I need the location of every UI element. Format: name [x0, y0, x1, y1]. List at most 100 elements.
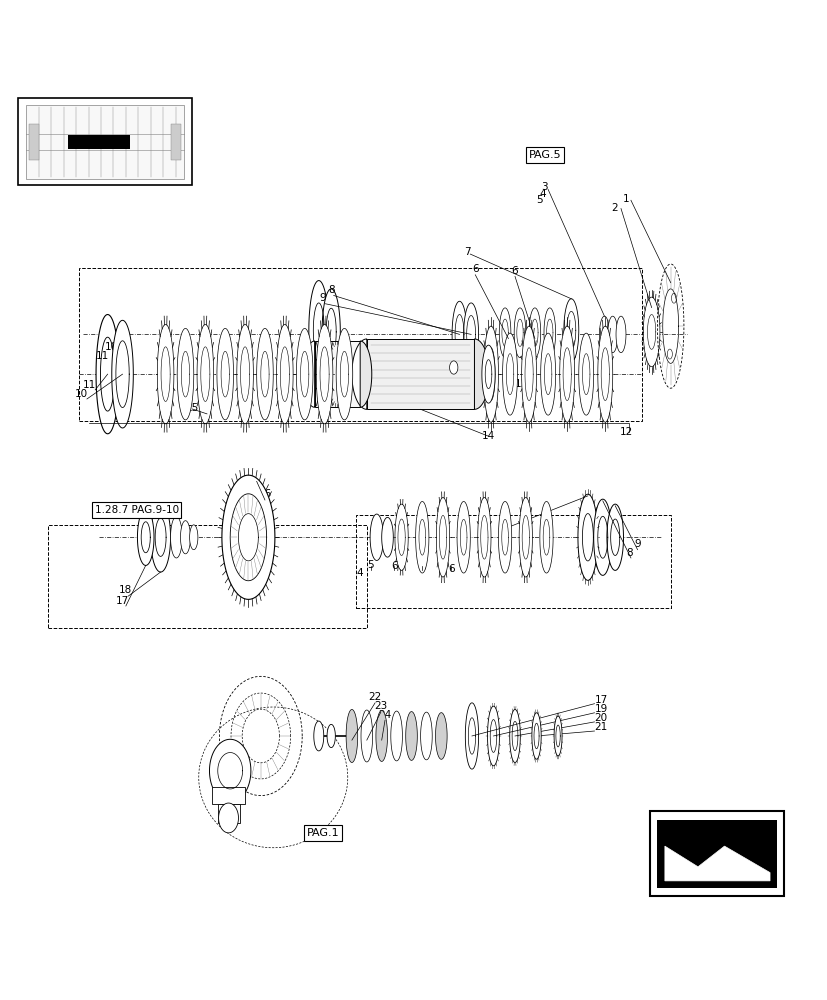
Polygon shape [370, 514, 383, 560]
Polygon shape [112, 320, 133, 428]
Polygon shape [671, 293, 676, 303]
Polygon shape [405, 712, 417, 760]
Polygon shape [361, 710, 372, 762]
Polygon shape [170, 517, 182, 558]
Polygon shape [559, 326, 574, 422]
Polygon shape [276, 324, 293, 424]
Polygon shape [256, 328, 273, 420]
Text: 22: 22 [368, 692, 381, 702]
Polygon shape [346, 709, 357, 762]
Text: 6: 6 [511, 266, 518, 276]
Text: 1.28.7 PAG.9-10: 1.28.7 PAG.9-10 [94, 505, 179, 515]
Polygon shape [487, 706, 499, 766]
Polygon shape [483, 326, 498, 422]
Polygon shape [180, 521, 190, 554]
Text: 9: 9 [633, 539, 640, 549]
Polygon shape [539, 501, 552, 573]
Text: 4: 4 [538, 189, 545, 199]
Polygon shape [643, 297, 659, 367]
Polygon shape [314, 341, 360, 407]
Polygon shape [465, 703, 478, 769]
Polygon shape [197, 324, 213, 424]
Text: 21: 21 [594, 722, 607, 732]
Text: 11: 11 [96, 351, 109, 361]
Text: 5: 5 [536, 195, 543, 205]
Polygon shape [171, 124, 181, 160]
Polygon shape [96, 315, 119, 434]
Bar [48, 525, 366, 628]
Polygon shape [209, 739, 251, 802]
Text: 23: 23 [374, 701, 387, 711]
Polygon shape [366, 339, 474, 409]
Polygon shape [316, 324, 332, 424]
Text: 7: 7 [498, 518, 504, 528]
Text: 14: 14 [481, 431, 495, 441]
Polygon shape [528, 308, 540, 358]
Polygon shape [509, 709, 519, 762]
Bar [356, 515, 670, 608]
Text: 3: 3 [541, 182, 547, 192]
Polygon shape [599, 316, 609, 353]
Polygon shape [68, 135, 130, 149]
Text: 5: 5 [367, 560, 374, 570]
Polygon shape [502, 333, 517, 415]
Text: 12: 12 [619, 427, 632, 437]
Polygon shape [553, 716, 562, 756]
Polygon shape [531, 713, 541, 759]
Text: 15: 15 [185, 403, 198, 413]
Text: 2: 2 [610, 203, 617, 213]
Polygon shape [597, 326, 612, 422]
Polygon shape [189, 525, 198, 550]
Polygon shape [593, 499, 611, 575]
Polygon shape [452, 301, 466, 368]
Polygon shape [212, 787, 245, 804]
Text: 7: 7 [464, 247, 471, 257]
Bar [18, 98, 192, 185]
Text: 6: 6 [447, 564, 454, 574]
Polygon shape [606, 504, 623, 570]
Polygon shape [322, 289, 340, 375]
Text: 18: 18 [119, 585, 132, 595]
Polygon shape [375, 711, 387, 761]
Polygon shape [463, 303, 478, 366]
Polygon shape [381, 517, 393, 557]
Text: 9: 9 [319, 293, 326, 303]
Polygon shape [177, 328, 194, 420]
Polygon shape [217, 328, 233, 420]
Polygon shape [481, 345, 495, 403]
Polygon shape [607, 316, 617, 353]
Text: 8: 8 [327, 285, 334, 295]
Polygon shape [415, 501, 428, 573]
Polygon shape [29, 124, 39, 160]
Polygon shape [435, 713, 447, 759]
Text: 1: 1 [622, 194, 629, 204]
Text: 10: 10 [74, 389, 88, 399]
Polygon shape [218, 803, 238, 833]
Text: 6: 6 [390, 561, 397, 571]
Polygon shape [543, 308, 555, 358]
Text: PAG.5: PAG.5 [528, 150, 561, 160]
Text: 13: 13 [337, 391, 350, 401]
Polygon shape [303, 341, 314, 407]
Polygon shape [237, 324, 253, 424]
Text: 17: 17 [116, 596, 129, 606]
Polygon shape [157, 324, 174, 424]
Polygon shape [296, 328, 313, 420]
Polygon shape [615, 316, 625, 353]
Polygon shape [563, 299, 578, 362]
Polygon shape [222, 475, 275, 599]
Polygon shape [449, 361, 457, 374]
Text: 6: 6 [418, 562, 425, 572]
Polygon shape [394, 504, 408, 570]
Polygon shape [578, 333, 593, 415]
Bar [649, 811, 783, 896]
Polygon shape [308, 281, 328, 380]
Text: PAG.1: PAG.1 [306, 828, 339, 838]
Polygon shape [656, 820, 777, 888]
Bar [79, 268, 641, 421]
Polygon shape [477, 498, 490, 577]
Polygon shape [360, 341, 371, 407]
Polygon shape [540, 333, 555, 415]
Polygon shape [474, 339, 489, 409]
Polygon shape [457, 501, 470, 573]
